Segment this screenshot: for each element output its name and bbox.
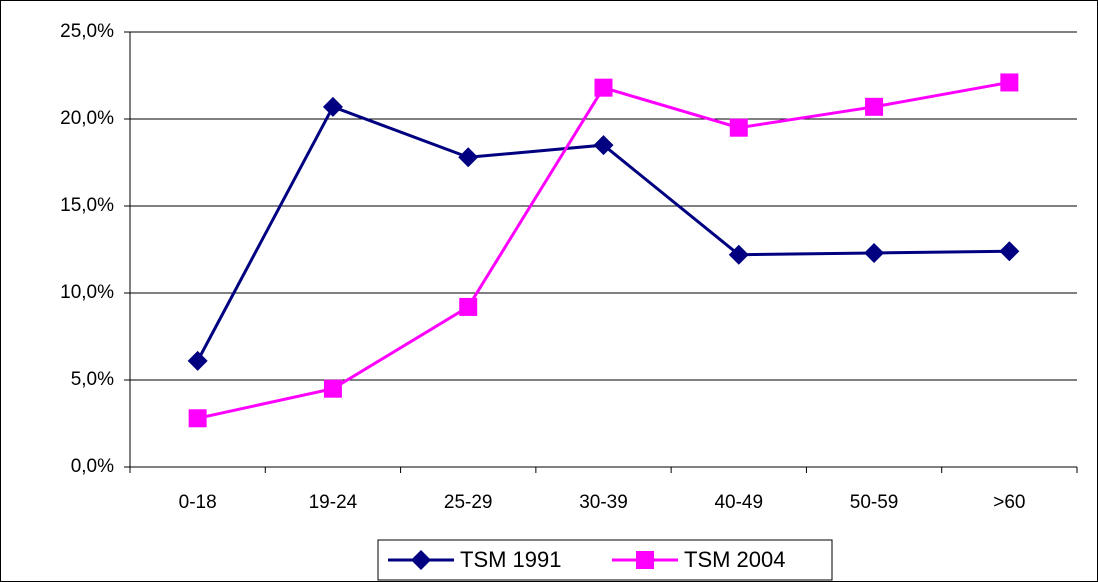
data-point <box>729 118 748 137</box>
y-tick-label: 5,0% <box>71 369 114 390</box>
y-tick-label: 15,0% <box>60 195 114 216</box>
legend-marker <box>636 551 654 569</box>
data-point <box>865 97 884 116</box>
x-tick-label: >60 <box>993 492 1025 513</box>
legend: TSM 1991 TSM 2004 <box>377 539 833 581</box>
data-point <box>458 147 479 168</box>
y-tick-label: 25,0% <box>60 21 114 42</box>
x-tick-label: 0-18 <box>179 492 217 513</box>
data-point <box>593 135 614 156</box>
data-point <box>323 379 342 398</box>
x-tick-label: 25-29 <box>444 492 493 513</box>
data-point <box>187 350 208 371</box>
data-point <box>728 244 749 265</box>
y-tick-label: 20,0% <box>60 108 114 129</box>
legend-label: TSM 2004 <box>684 547 786 572</box>
data-point <box>188 409 207 428</box>
data-point <box>864 242 885 263</box>
x-tick-label: 19-24 <box>309 492 358 513</box>
y-tick-label: 10,0% <box>60 282 114 303</box>
x-tick-label: 50-59 <box>850 492 899 513</box>
legend-label: TSM 1991 <box>460 547 562 572</box>
data-point <box>1000 73 1019 92</box>
x-tick-label: 40-49 <box>714 492 763 513</box>
data-point <box>594 78 613 97</box>
data-point <box>459 297 478 316</box>
y-tick-label: 0,0% <box>71 456 114 477</box>
data-point <box>322 96 343 117</box>
x-tick-label: 30-39 <box>579 492 628 513</box>
legend-marker <box>411 550 431 570</box>
data-point <box>999 241 1020 262</box>
